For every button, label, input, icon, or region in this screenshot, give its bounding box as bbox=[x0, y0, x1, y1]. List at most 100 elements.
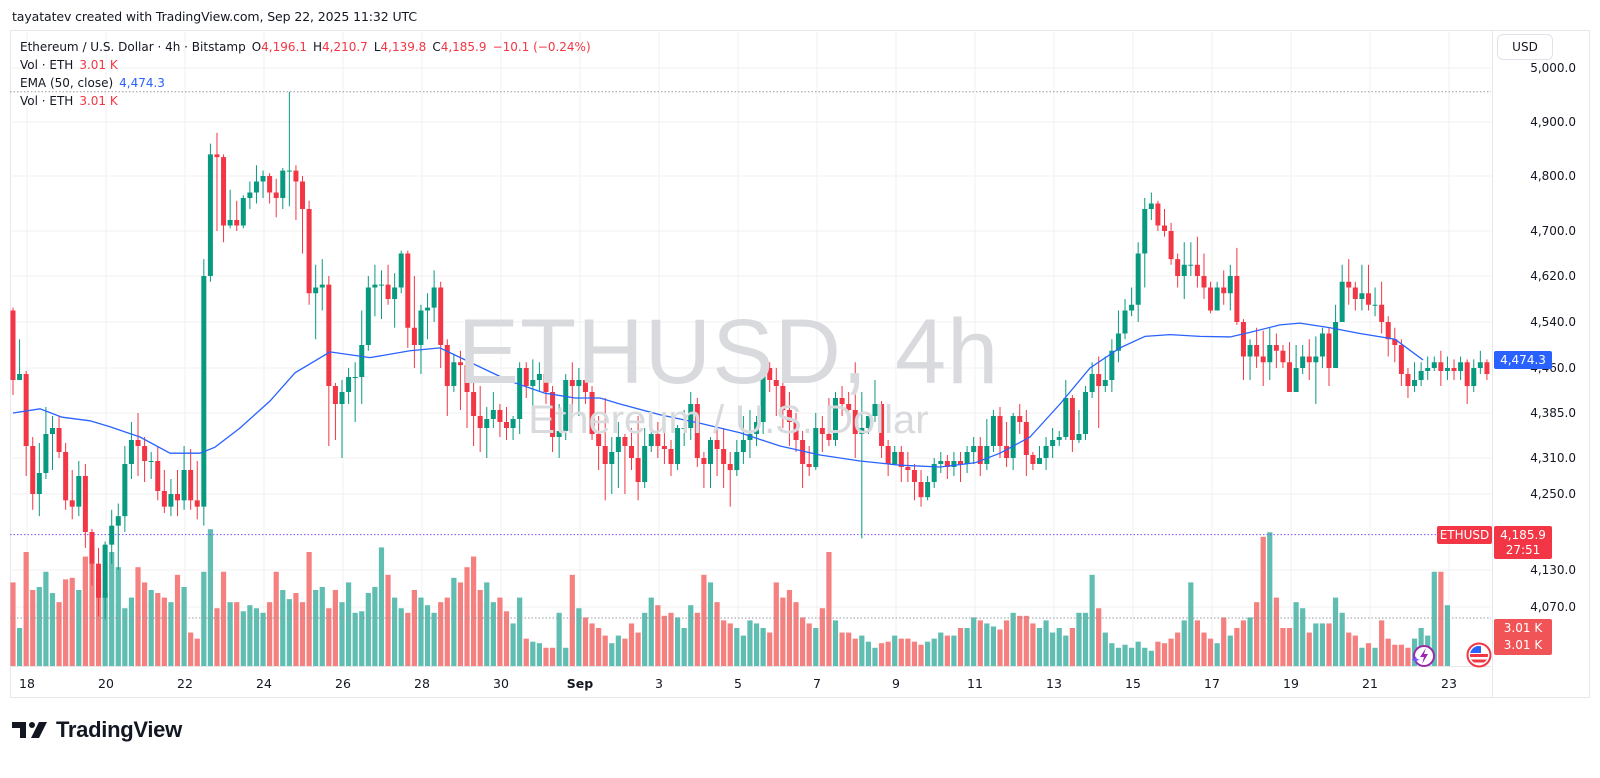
candle-body bbox=[1188, 264, 1194, 266]
volume-bar bbox=[569, 574, 575, 666]
candle-body bbox=[1365, 293, 1371, 305]
candle-body bbox=[175, 494, 180, 501]
legend-ema-row[interactable]: EMA (50, close) 4,474.3 bbox=[20, 76, 165, 90]
chart-plot-area[interactable]: ETHUSD, 4h Ethereum / U.S. Dollar bbox=[10, 30, 1491, 666]
volume-bar bbox=[1056, 628, 1062, 666]
candle-body bbox=[576, 380, 582, 386]
volume-bar bbox=[1227, 635, 1233, 666]
price-axis[interactable]: 5,000.0 4,900.0 4,800.0 4,700.0 4,620.0 4,540… bbox=[1492, 30, 1590, 698]
candle-body bbox=[1458, 362, 1464, 371]
volume-bar bbox=[227, 602, 233, 666]
candle-body bbox=[517, 368, 523, 419]
time-axis[interactable]: 18 20 22 24 26 28 30 Sep 3 5 7 9 11 13 15 17 19 21 23 bbox=[10, 666, 1491, 698]
candle-body bbox=[707, 440, 713, 464]
us-flag-economic-events-icon[interactable] bbox=[1466, 642, 1492, 668]
volume-bar bbox=[234, 602, 240, 666]
volume-bar bbox=[885, 641, 891, 666]
candle-body bbox=[1234, 276, 1240, 322]
candlestick-chart[interactable] bbox=[10, 30, 1491, 666]
volume-bar bbox=[721, 620, 727, 666]
volume-bar bbox=[760, 628, 766, 666]
candle-body bbox=[1352, 287, 1358, 299]
volume-bar bbox=[727, 623, 733, 666]
volume-bar bbox=[806, 623, 812, 666]
time-tick-label: Sep bbox=[566, 676, 594, 691]
legend-high: 4,210.7 bbox=[322, 40, 368, 54]
volume-bar bbox=[536, 643, 542, 666]
volume-bar bbox=[510, 623, 516, 666]
volume-bar bbox=[332, 590, 339, 666]
volume-bar bbox=[846, 632, 852, 666]
candle-body bbox=[931, 464, 937, 482]
tradingview-logo[interactable]: TradingView bbox=[12, 717, 182, 743]
volume-bar bbox=[681, 628, 687, 666]
candle-body bbox=[457, 362, 463, 366]
candle-body bbox=[760, 368, 766, 422]
legend-volume-pane-value: 3.01 K bbox=[79, 94, 118, 108]
candle-body bbox=[1155, 203, 1161, 226]
legend-volume-row[interactable]: Vol · ETH 3.01 K bbox=[20, 58, 118, 72]
volume-bar bbox=[1010, 612, 1016, 666]
volume-bar bbox=[451, 577, 457, 666]
candle-body bbox=[1030, 455, 1036, 464]
time-tick-label: 15 bbox=[1125, 676, 1141, 691]
legend-change: −10.1 (−0.24%) bbox=[492, 40, 591, 54]
volume-bar bbox=[82, 556, 88, 666]
legend-symbol-row[interactable]: Ethereum / U.S. Dollar · 4h · Bitstamp O4… bbox=[20, 40, 591, 54]
candle-body bbox=[1484, 362, 1490, 374]
candle-body bbox=[806, 464, 812, 467]
candle-body bbox=[438, 287, 444, 345]
candle-body bbox=[504, 422, 509, 428]
candle-body bbox=[1405, 374, 1411, 386]
candle-body bbox=[286, 170, 292, 172]
time-tick-label: 3 bbox=[655, 676, 663, 691]
currency-button[interactable]: USD bbox=[1497, 34, 1553, 60]
candle-body bbox=[1418, 371, 1424, 380]
candle-body bbox=[688, 404, 694, 428]
candle-body bbox=[602, 446, 608, 464]
volume-bar bbox=[1379, 620, 1385, 666]
candle-body bbox=[214, 154, 220, 158]
legend-open: 4,196.1 bbox=[261, 40, 307, 54]
volume-bar bbox=[655, 605, 661, 666]
volume-bar bbox=[1247, 617, 1253, 666]
volume-bar bbox=[767, 632, 773, 666]
volume-bar bbox=[786, 590, 793, 666]
price-tick-label: 4,800.0 bbox=[1530, 169, 1576, 183]
candle-body bbox=[1438, 362, 1444, 371]
candle-body bbox=[767, 368, 773, 380]
volume-bar bbox=[188, 632, 194, 666]
candle-body bbox=[142, 446, 148, 461]
volume-bar bbox=[977, 620, 983, 666]
volume-bar bbox=[1306, 632, 1312, 666]
volume-bar bbox=[280, 590, 286, 666]
volume-bar bbox=[1300, 608, 1306, 666]
volume-bar bbox=[497, 597, 503, 666]
candle-body bbox=[1392, 339, 1398, 345]
lightning-bolt-icon[interactable] bbox=[1410, 644, 1436, 670]
candle-body bbox=[1069, 398, 1075, 440]
volume-bar bbox=[102, 593, 108, 666]
volume-bar bbox=[1273, 597, 1279, 666]
volume-bar bbox=[352, 612, 358, 666]
candle-body bbox=[490, 410, 496, 419]
candle-body bbox=[1175, 259, 1181, 276]
volume-bar bbox=[740, 635, 746, 666]
candle-body bbox=[477, 416, 483, 428]
volume-bar bbox=[128, 597, 135, 666]
volume-bar bbox=[115, 567, 121, 666]
candle-body bbox=[786, 410, 792, 422]
candle-body bbox=[201, 276, 207, 507]
candle-body bbox=[221, 157, 227, 226]
candle-body bbox=[1129, 304, 1135, 311]
candle-body bbox=[740, 440, 746, 452]
volume-bar bbox=[589, 623, 595, 666]
legend-volume-pane-row[interactable]: Vol · ETH 3.01 K bbox=[20, 94, 118, 108]
candle-body bbox=[1050, 440, 1056, 446]
candle-body bbox=[1083, 392, 1089, 434]
candle-body bbox=[1102, 380, 1108, 386]
candle-body bbox=[629, 446, 635, 458]
volume-bar bbox=[142, 582, 148, 666]
volume-bar bbox=[273, 571, 279, 666]
volume-bar bbox=[1332, 597, 1339, 666]
